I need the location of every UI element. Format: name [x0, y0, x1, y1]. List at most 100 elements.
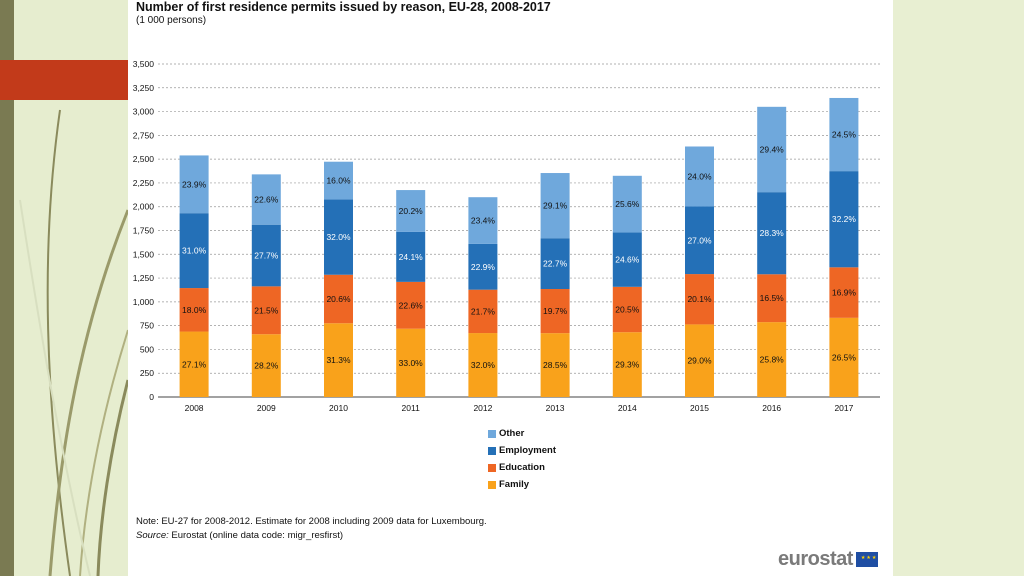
data-label: 33.0% — [399, 358, 424, 368]
data-label: 24.1% — [399, 252, 424, 262]
red-tab-decoration — [0, 60, 130, 100]
data-label: 31.3% — [326, 355, 351, 365]
data-label: 20.5% — [615, 305, 640, 315]
source-label: Source: — [136, 530, 169, 541]
y-tick-label: 500 — [140, 344, 154, 354]
bar-segment-employment — [757, 192, 787, 275]
bar-segment-employment — [685, 206, 714, 275]
chart-slide: Number of first residence permits issued… — [128, 0, 893, 576]
legend-label: Education — [499, 462, 545, 473]
data-label: 18.0% — [182, 305, 207, 315]
bar-segment-employment — [324, 199, 353, 275]
bar-segment-other — [396, 190, 426, 232]
bar-segment-employment — [251, 224, 281, 287]
x-tick-label: 2017 — [834, 403, 853, 413]
bar-segment-education — [685, 274, 714, 325]
bar-segment-family — [251, 334, 281, 397]
chart-title: Number of first residence permits issued… — [136, 0, 551, 14]
chart-source: Source: Eurostat (online data code: migr… — [136, 530, 343, 541]
bar-segment-other — [324, 161, 353, 200]
y-tick-label: 2,500 — [133, 154, 155, 164]
data-label: 29.4% — [760, 144, 785, 154]
data-label: 22.6% — [254, 195, 279, 205]
bar-segment-other — [829, 97, 859, 172]
bar-segment-other — [468, 197, 498, 244]
y-tick-label: 1,750 — [133, 226, 155, 236]
data-label: 20.2% — [399, 206, 424, 216]
bar-segment-other — [179, 155, 209, 214]
y-tick-label: 2,000 — [133, 202, 155, 212]
x-tick-label: 2011 — [402, 403, 421, 413]
y-tick-label: 3,500 — [133, 59, 155, 69]
x-tick-label: 2016 — [762, 403, 781, 413]
y-tick-label: 3,000 — [133, 107, 155, 117]
data-label: 21.7% — [471, 306, 496, 316]
bar-segment-education — [251, 286, 281, 335]
y-tick-label: 1,500 — [133, 249, 155, 259]
bar-segment-other — [251, 174, 281, 225]
bar-segment-family — [757, 322, 787, 397]
bar-segment-education — [612, 286, 642, 333]
data-label: 22.6% — [399, 300, 424, 310]
bar-segment-education — [324, 274, 353, 324]
bar-segment-employment — [396, 231, 426, 282]
x-tick-label: 2012 — [473, 403, 492, 413]
bar-segment-other — [685, 146, 714, 207]
data-label: 29.0% — [687, 356, 712, 366]
legend-label: Family — [499, 479, 530, 490]
y-tick-label: 750 — [140, 321, 154, 331]
x-tick-label: 2010 — [329, 403, 348, 413]
bar-segment-family — [468, 333, 498, 397]
data-label: 24.6% — [615, 255, 640, 265]
data-label: 28.5% — [543, 360, 568, 370]
legend-item-education: Education — [488, 459, 556, 476]
decorative-curves — [19, 109, 130, 576]
bar-segment-other — [612, 175, 642, 233]
bar-segment-other — [757, 106, 787, 193]
chart-legend: Other Employment Education Family — [488, 425, 556, 493]
bar-segment-employment — [540, 238, 570, 290]
bar-segment-other — [540, 173, 570, 239]
data-label: 20.6% — [326, 294, 351, 304]
data-label: 20.1% — [687, 294, 712, 304]
legend-swatch — [488, 429, 496, 438]
legend-item-employment: Employment — [488, 442, 556, 459]
data-label: 32.0% — [326, 232, 351, 242]
data-label: 27.1% — [182, 359, 207, 369]
y-tick-label: 250 — [140, 368, 154, 378]
data-label: 22.7% — [543, 259, 568, 269]
legend-item-other: Other — [488, 425, 556, 442]
y-tick-label: 2,250 — [133, 178, 155, 188]
legend-item-family: Family — [488, 476, 556, 493]
y-tick-label: 1,250 — [133, 273, 155, 283]
data-label: 25.6% — [615, 199, 640, 209]
data-label: 16.9% — [832, 288, 857, 298]
bar-segment-family — [396, 328, 426, 397]
legend-swatch — [488, 446, 496, 455]
data-label: 19.7% — [543, 306, 568, 316]
data-label: 29.3% — [615, 360, 640, 370]
bar-segment-family — [612, 332, 642, 397]
bar-segment-education — [179, 288, 209, 332]
x-tick-label: 2014 — [618, 403, 637, 413]
bar-segment-family — [685, 324, 714, 397]
bar-segment-family — [829, 317, 859, 397]
bar-segment-education — [396, 281, 426, 329]
bar-segment-employment — [179, 213, 209, 289]
bar-segment-employment — [829, 171, 859, 268]
x-tick-label: 2008 — [185, 403, 204, 413]
bar-segment-education — [540, 289, 570, 334]
legend-label: Employment — [499, 445, 557, 456]
bar-segment-employment — [468, 243, 498, 290]
bar-segment-education — [757, 274, 787, 323]
logo-text: eurostat — [778, 548, 853, 570]
bar-segment-family — [324, 323, 353, 397]
bar-segment-education — [468, 289, 498, 334]
legend-label: Other — [499, 428, 525, 439]
data-label: 16.5% — [760, 293, 785, 303]
right-background-strip — [893, 0, 1024, 576]
data-label: 28.3% — [760, 228, 785, 238]
data-label: 29.1% — [543, 201, 568, 211]
legend-swatch — [488, 463, 496, 472]
y-tick-label: 0 — [149, 392, 154, 402]
